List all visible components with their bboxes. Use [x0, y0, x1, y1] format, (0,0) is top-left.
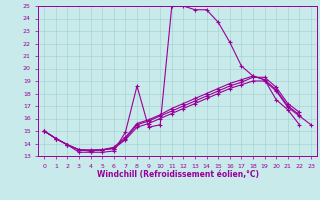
X-axis label: Windchill (Refroidissement éolien,°C): Windchill (Refroidissement éolien,°C) — [97, 170, 259, 179]
